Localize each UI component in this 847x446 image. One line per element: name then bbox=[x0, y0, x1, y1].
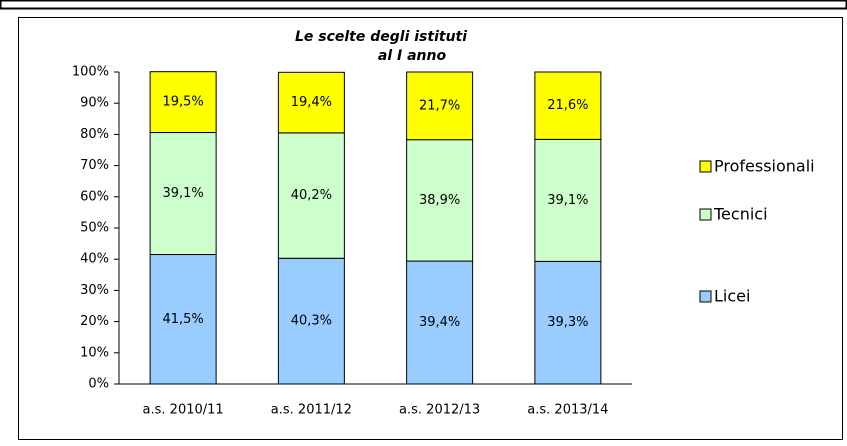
data-label: 39,1% bbox=[547, 193, 588, 208]
data-label: 40,2% bbox=[291, 188, 332, 203]
y-tick-label: 0% bbox=[88, 377, 109, 392]
frame-top bbox=[0, 0, 847, 10]
bar-segment bbox=[406, 71, 474, 141]
data-label: 41,5% bbox=[162, 312, 203, 327]
bar-segment bbox=[277, 132, 345, 259]
x-tick-label: a.s. 2012/13 bbox=[399, 403, 480, 418]
bar-segment bbox=[534, 71, 602, 140]
y-tick-label: 20% bbox=[80, 314, 109, 329]
y-tick-label: 100% bbox=[72, 65, 109, 80]
data-label: 39,3% bbox=[547, 315, 588, 330]
data-label: 39,1% bbox=[162, 186, 203, 201]
bar-segment bbox=[149, 132, 217, 256]
data-label: 39,4% bbox=[419, 315, 460, 330]
bar-segment bbox=[406, 139, 474, 262]
y-tick-label: 50% bbox=[80, 221, 109, 236]
x-tick-label: a.s. 2011/12 bbox=[271, 403, 352, 418]
data-label: 21,6% bbox=[547, 98, 588, 113]
data-label: 21,7% bbox=[419, 98, 460, 113]
data-label: 40,3% bbox=[291, 314, 332, 329]
y-tick-label: 60% bbox=[80, 189, 109, 204]
x-tick-label: a.s. 2013/14 bbox=[527, 403, 608, 418]
legend-label: Tecnici bbox=[713, 205, 768, 224]
data-label: 38,9% bbox=[419, 193, 460, 208]
legend-swatch bbox=[699, 160, 712, 173]
bar-segment bbox=[149, 71, 217, 134]
data-label: 19,4% bbox=[291, 95, 332, 110]
data-label: 19,5% bbox=[162, 95, 203, 110]
x-tick-label: a.s. 2010/11 bbox=[143, 403, 224, 418]
legend-label: Licei bbox=[714, 287, 750, 306]
bar-segment bbox=[406, 260, 474, 385]
y-tick-label: 80% bbox=[80, 127, 109, 142]
bar-segment bbox=[277, 71, 345, 134]
y-tick-label: 40% bbox=[80, 252, 109, 267]
y-tick-label: 90% bbox=[80, 96, 109, 111]
chart-title: Le scelte degli istituti bbox=[295, 29, 467, 45]
y-tick-label: 10% bbox=[80, 345, 109, 360]
chart-title: al I anno bbox=[378, 48, 447, 64]
y-tick-label: 70% bbox=[80, 158, 109, 173]
y-tick-label: 30% bbox=[80, 283, 109, 298]
legend-swatch bbox=[699, 208, 712, 221]
legend-label: Professionali bbox=[714, 157, 815, 176]
bar-segment bbox=[149, 254, 217, 385]
bar-segment bbox=[277, 257, 345, 385]
legend-swatch bbox=[699, 290, 712, 303]
bar-segment bbox=[534, 138, 602, 262]
